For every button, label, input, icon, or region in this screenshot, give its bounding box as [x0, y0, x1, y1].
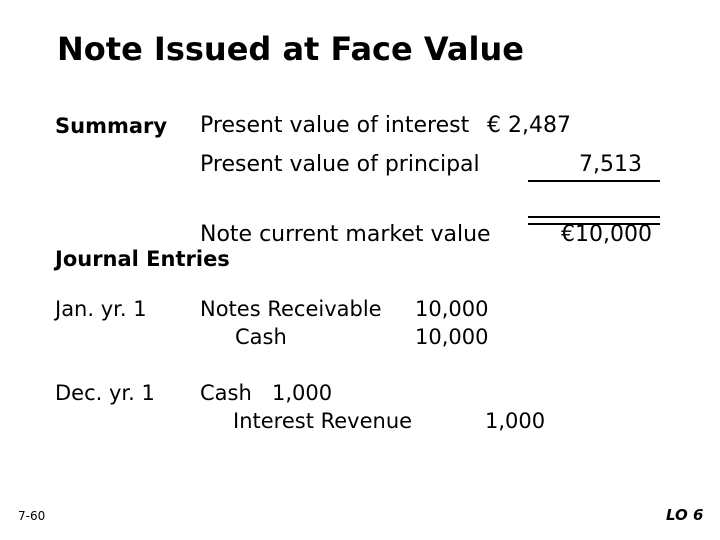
journal-entry-2-debit-amount: 1,000: [272, 381, 333, 405]
journal-entry-1-credit-account: Cash: [235, 325, 287, 349]
journal-entry-1-credit-amount: 10,000: [415, 325, 489, 349]
summary-row-principal-label: Present value of principal: [200, 152, 480, 177]
summary-label: Summary: [55, 114, 168, 138]
journal-entry-1-debit-account: Notes Receivable: [200, 297, 382, 321]
total-double-underline-bottom: [528, 223, 660, 225]
journal-entry-2-credit-amount: 1,000: [485, 409, 546, 433]
journal-entry-2-date: Dec. yr. 1: [55, 381, 155, 405]
summary-row-principal-value: 7,513: [579, 152, 642, 177]
summary-row-market-value-label: Note current market value: [200, 222, 491, 247]
slide-title: Note Issued at Face Value: [57, 30, 524, 68]
journal-entry-2-credit-account: Interest Revenue: [233, 409, 413, 433]
summary-row-interest-label: Present value of interest: [200, 113, 470, 138]
journal-heading: Journal Entries: [55, 247, 230, 271]
journal-entry-1-debit-amount: 10,000: [415, 297, 489, 321]
learning-objective: LO 6: [666, 506, 704, 524]
total-double-underline-top: [528, 216, 660, 218]
subtotal-underline: [528, 180, 660, 182]
journal-entry-2-debit-account: Cash: [200, 381, 252, 405]
summary-row-market-value-value: €10,000: [561, 222, 652, 247]
page-number: 7-60: [18, 509, 46, 523]
summary-row-interest-value: € 2,487: [487, 113, 571, 138]
journal-entry-1-date: Jan. yr. 1: [55, 297, 147, 321]
